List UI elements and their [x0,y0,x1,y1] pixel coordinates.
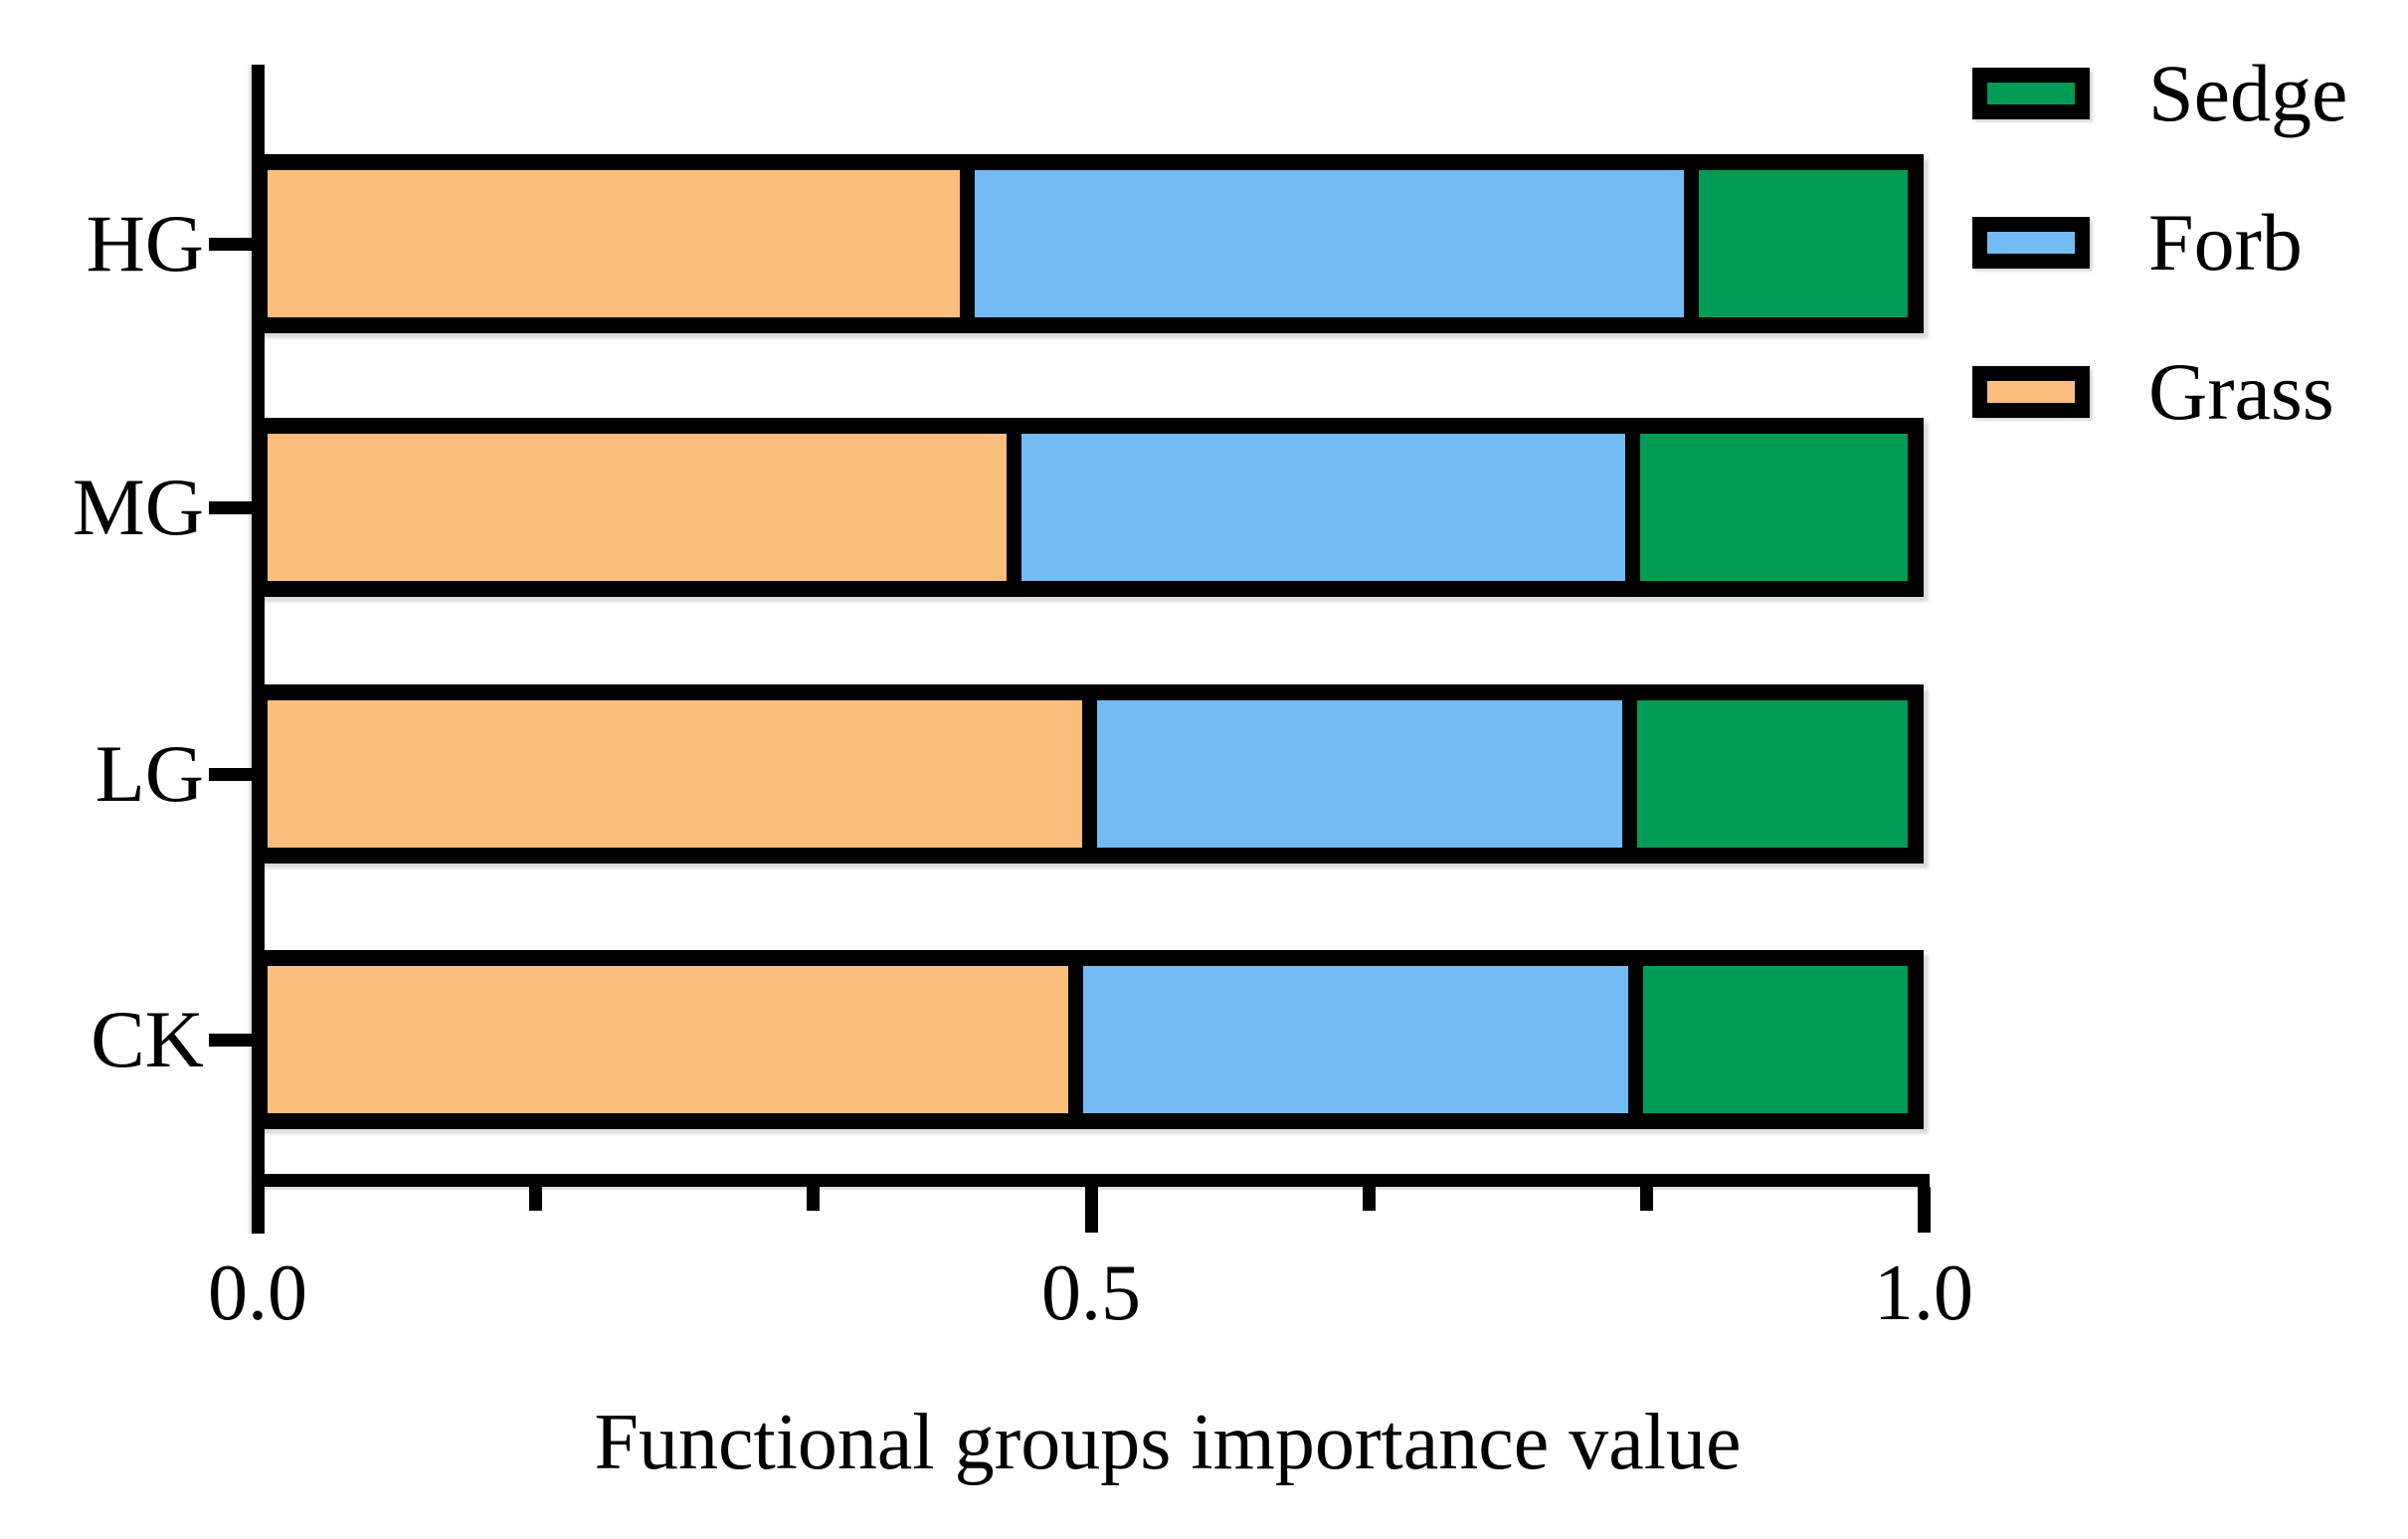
LG-sedge-segment [1621,700,1908,848]
legend-swatch-grass [1972,366,2090,418]
x-tick-label-1.0: 1.0 [1874,1250,1973,1337]
y-tick-LG [209,768,253,781]
x-axis-line [252,1174,1930,1187]
bar-HG [252,154,1924,333]
x-minor-tick-0.3333 [807,1187,821,1211]
legend-swatch-sedge [1972,68,2090,119]
category-label-MG: MG [72,462,204,552]
HG-forb-segment [960,170,1684,317]
MG-sedge-segment [1625,434,1908,581]
MG-grass-segment [268,434,1008,581]
y-axis-line [252,65,265,1234]
legend-swatch-fill-forb [1987,232,2075,254]
CK-forb-segment [1067,966,1629,1113]
CK-grass-segment [268,966,1068,1113]
x-minor-tick-0.1667 [529,1187,543,1211]
LG-grass-segment [268,700,1083,848]
y-tick-HG [209,238,253,251]
legend-swatch-fill-sedge [1987,83,2075,104]
legend-label-grass: Grass [2148,346,2334,437]
MG-forb-segment [1007,434,1626,581]
HG-grass-segment [268,170,961,317]
y-tick-CK [209,1034,253,1047]
x-major-tick-1 [1918,1187,1931,1233]
bar-LG [252,684,1924,864]
x-tick-label-0.5: 0.5 [1041,1250,1141,1337]
x-minor-tick-0.8333 [1639,1187,1653,1211]
CK-sedge-segment [1628,966,1908,1113]
bar-CK [252,950,1924,1129]
LG-forb-segment [1082,700,1622,848]
y-tick-MG [209,501,253,514]
x-tick-label-0: 0.0 [208,1250,307,1337]
x-major-tick-0.5 [1084,1187,1098,1233]
legend-label-sedge: Sedge [2148,48,2348,138]
HG-sedge-segment [1683,170,1908,317]
legend-swatch-fill-grass [1987,381,2075,403]
category-label-HG: HG [86,198,204,289]
bar-MG [252,418,1924,597]
category-label-LG: LG [94,728,204,819]
legend-label-forb: Forb [2148,197,2303,288]
legend-swatch-forb [1972,217,2090,269]
x-axis-title: Functional groups importance value [594,1399,1742,1486]
x-minor-tick-0.6667 [1362,1187,1376,1211]
category-label-CK: CK [91,994,204,1084]
